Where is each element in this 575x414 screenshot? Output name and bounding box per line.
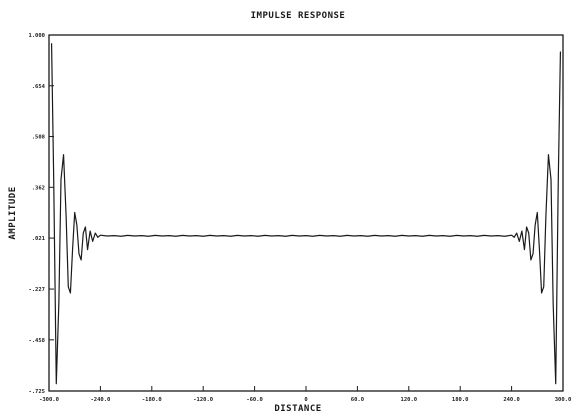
x-tick-label: 300.0	[555, 397, 572, 403]
x-axis-ticks: -300.0 -240.0 -180.0 -120.0 -60.0 0 60.0 120.0 1…	[39, 386, 571, 403]
y-tick-label: -.227	[28, 287, 45, 293]
x-tick-label: 0	[304, 397, 307, 403]
y-tick-label: .021	[32, 236, 46, 242]
plot-frame	[48, 34, 564, 392]
y-axis-label: AMPLITUDE	[8, 186, 18, 239]
y-axis-ticks: 1.000 .654 .508 .362 .021 -.227 -.458 -.725	[28, 33, 54, 395]
y-tick-label: 1.000	[28, 33, 45, 39]
x-tick-label: -180.0	[142, 397, 162, 403]
x-axis-label: DISTANCE	[274, 404, 321, 414]
x-tick-label: -300.0	[39, 397, 59, 403]
y-tick-label: -.725	[28, 389, 45, 395]
y-tick-label: .654	[32, 84, 46, 90]
x-tick-label: -60.0	[246, 397, 263, 403]
x-tick-label: -120.0	[193, 397, 213, 403]
chart-title: IMPULSE RESPONSE	[251, 11, 346, 21]
x-tick-label: 120.0	[401, 397, 418, 403]
y-tick-label: .362	[32, 185, 45, 191]
x-tick-label: 60.0	[351, 397, 364, 403]
impulse-response-line	[50, 43, 562, 385]
x-tick-label: -240.0	[90, 397, 110, 403]
x-tick-label: 180.0	[452, 397, 469, 403]
y-tick-label: -.458	[28, 338, 45, 344]
x-tick-label: 240.0	[503, 397, 520, 403]
y-tick-label: .508	[32, 135, 45, 141]
